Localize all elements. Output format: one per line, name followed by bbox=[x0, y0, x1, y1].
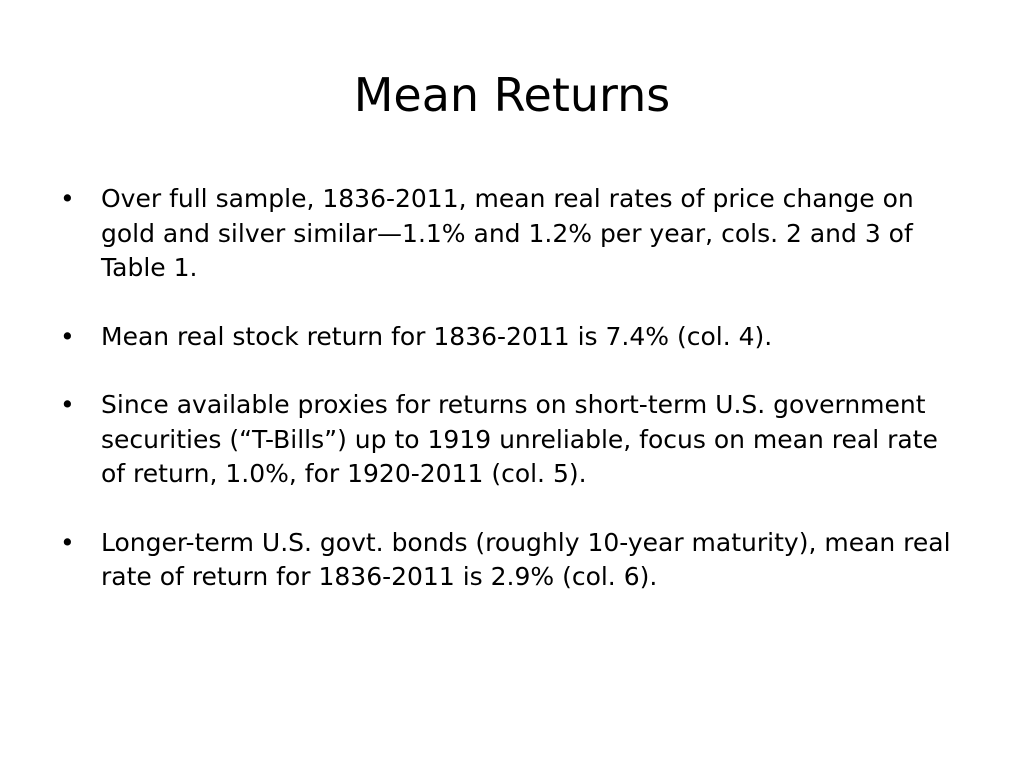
bullet-text: Longer-term U.S. govt. bonds (roughly 10… bbox=[101, 527, 951, 592]
bullet-item-stock-return: • Mean real stock return for 1836-2011 i… bbox=[54, 320, 964, 355]
bullet-item-t-bills: • Since available proxies for returns on… bbox=[54, 388, 964, 492]
bullet-item-gold-silver: • Over full sample, 1836-2011, mean real… bbox=[54, 182, 964, 286]
slide-title: Mean Returns bbox=[353, 68, 671, 122]
bullet-text: Since available proxies for returns on s… bbox=[101, 390, 938, 488]
bullet-marker: • bbox=[60, 184, 75, 213]
bullet-marker: • bbox=[60, 527, 75, 557]
bullet-text: Over full sample, 1836-2011, mean real r… bbox=[101, 184, 914, 282]
bullet-marker: • bbox=[60, 321, 75, 351]
bullet-item-bonds: • Longer-term U.S. govt. bonds (roughly … bbox=[54, 526, 964, 595]
bullet-marker: • bbox=[60, 390, 75, 419]
bullet-list: • Over full sample, 1836-2011, mean real… bbox=[54, 182, 964, 595]
bullet-text: Mean real stock return for 1836-2011 is … bbox=[101, 321, 773, 351]
